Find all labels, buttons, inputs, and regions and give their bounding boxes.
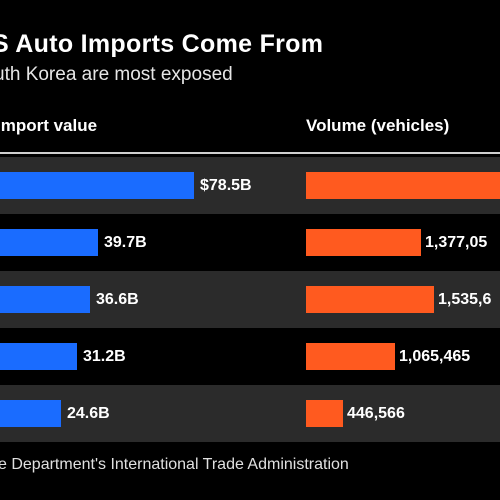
volume-bar <box>306 343 395 370</box>
value-bar <box>0 343 77 370</box>
value-bar <box>0 400 61 427</box>
volume-bar-label: 446,566 <box>347 405 405 422</box>
volume-bar-label: 1,065,465 <box>399 348 471 365</box>
value-bar <box>0 286 90 313</box>
value-bar <box>0 172 194 199</box>
volume-bar <box>306 229 421 256</box>
volume-bar <box>306 400 343 427</box>
volume-bar <box>306 172 500 199</box>
chart-subtitle: uth Korea are most exposed <box>0 64 233 85</box>
header-rule <box>0 152 500 154</box>
row-band <box>0 328 500 385</box>
value-bar-label: 31.2B <box>83 348 126 365</box>
value-bar-label: 39.7B <box>104 234 147 251</box>
source-note: e Department's International Trade Admin… <box>0 456 349 473</box>
value-bar-label: $78.5B <box>200 177 252 194</box>
volume-bar-label: 1,377,05 <box>425 234 488 251</box>
volume-bar <box>306 286 434 313</box>
value-bar-label: 36.6B <box>96 291 139 308</box>
volume-column-header: Volume (vehicles) <box>306 116 450 135</box>
value-bar <box>0 229 98 256</box>
value-column-header: import value <box>0 116 98 135</box>
value-bar-label: 24.6B <box>67 405 110 422</box>
chart-title: S Auto Imports Come From <box>0 30 324 58</box>
volume-bar-label: 1,535,6 <box>438 291 492 308</box>
row-band <box>0 385 500 442</box>
